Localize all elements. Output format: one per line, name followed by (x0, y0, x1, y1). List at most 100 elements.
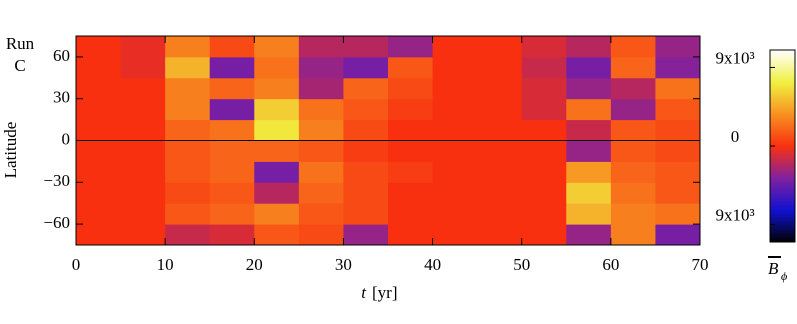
run-label: C (14, 56, 25, 75)
colorbar-segment (770, 216, 795, 219)
heat-cell (566, 98, 612, 121)
colorbar-segment (770, 178, 795, 181)
heat-cell (432, 56, 478, 79)
heat-cell (477, 182, 523, 204)
heat-cell (477, 203, 523, 225)
x-axis-unit: [yr] (372, 283, 397, 302)
heat-cell (655, 77, 701, 100)
heat-cell (120, 182, 166, 204)
heat-cell (388, 203, 434, 225)
heat-cell (432, 119, 478, 141)
heat-cell (477, 140, 523, 162)
heat-cell (76, 182, 122, 204)
colorbar-segment (770, 218, 795, 221)
heat-cell (165, 98, 211, 121)
heat-cell (610, 98, 656, 121)
heat-cell (120, 77, 166, 100)
heat-cell (343, 36, 389, 58)
colorbar-segment (770, 86, 795, 89)
heat-cell (76, 77, 122, 100)
heat-cell (388, 36, 434, 58)
colorbar-segment (770, 236, 795, 239)
heat-cell (388, 77, 434, 100)
colorbar-segment (770, 160, 795, 163)
heat-cell (432, 140, 478, 162)
heat-cell (120, 119, 166, 141)
heat-cell (477, 77, 523, 100)
heat-cell (298, 203, 344, 225)
heat-cell (76, 98, 122, 121)
heat-cell (521, 182, 567, 204)
heat-cell (432, 224, 478, 246)
colorbar-segment (770, 152, 795, 155)
heat-cell (432, 161, 478, 183)
heat-cell (655, 119, 701, 141)
heat-cell (254, 98, 300, 121)
heat-cell (165, 36, 211, 58)
colorbar-segment (770, 238, 795, 241)
colorbar-segment (770, 64, 795, 67)
colorbar-segment (770, 102, 795, 105)
colorbar-segment (770, 110, 795, 113)
heat-cell (120, 98, 166, 121)
colorbar-segment (770, 200, 795, 203)
colorbar-segment (770, 122, 795, 125)
colorbar-segment (770, 166, 795, 169)
heat-cell (254, 140, 300, 162)
heat-cell (566, 119, 612, 141)
colorbar-segment (770, 212, 795, 215)
colorbar-segment (770, 202, 795, 205)
y-tick-label: −30 (43, 171, 70, 190)
heat-cell (566, 140, 612, 162)
heat-cell (610, 77, 656, 100)
x-tick-label: 40 (424, 255, 441, 274)
x-tick-label: 20 (246, 255, 263, 274)
colorbar-segment (770, 94, 795, 97)
colorbar-segment (770, 130, 795, 133)
heat-cell (566, 224, 612, 246)
y-tick-label: −60 (43, 213, 70, 232)
colorbar-segment (770, 80, 795, 83)
x-tick-label: 30 (335, 255, 352, 274)
x-tick-label: 0 (72, 255, 81, 274)
colorbar-segment (770, 96, 795, 99)
heat-cell (388, 161, 434, 183)
heat-cell (566, 36, 612, 58)
colorbar-segment (770, 72, 795, 75)
heat-cell (298, 56, 344, 79)
colorbar-segment (770, 170, 795, 173)
colorbar-segment (770, 194, 795, 197)
colorbar-segment (770, 124, 795, 127)
colorbar-segment (770, 54, 795, 57)
colorbar-segment (770, 70, 795, 73)
colorbar-segment (770, 148, 795, 151)
heat-cell (298, 119, 344, 141)
heat-cell (209, 161, 255, 183)
heat-cell (254, 56, 300, 79)
colorbar-segment (770, 100, 795, 103)
colorbar-segment (770, 66, 795, 69)
run-label: Run (6, 34, 35, 53)
colorbar-segment (770, 74, 795, 77)
heat-cell (521, 161, 567, 183)
heat-cell (566, 182, 612, 204)
colorbar-segment (770, 136, 795, 139)
heat-cell (298, 182, 344, 204)
heat-cell (254, 224, 300, 246)
heat-cell (388, 56, 434, 79)
colorbar-tick-label: 9x10³ (715, 205, 754, 224)
y-tick-label: 60 (53, 46, 70, 65)
heat-cell (610, 36, 656, 58)
heat-cell (610, 203, 656, 225)
colorbar-segment (770, 116, 795, 119)
x-tick-label: 50 (513, 255, 530, 274)
heat-cell (343, 56, 389, 79)
heat-cell (120, 36, 166, 58)
colorbar-segment (770, 158, 795, 161)
heat-cell (610, 140, 656, 162)
colorbar-segment (770, 60, 795, 63)
heat-cell (76, 224, 122, 246)
heat-cell (165, 140, 211, 162)
colorbar-segment (770, 150, 795, 153)
